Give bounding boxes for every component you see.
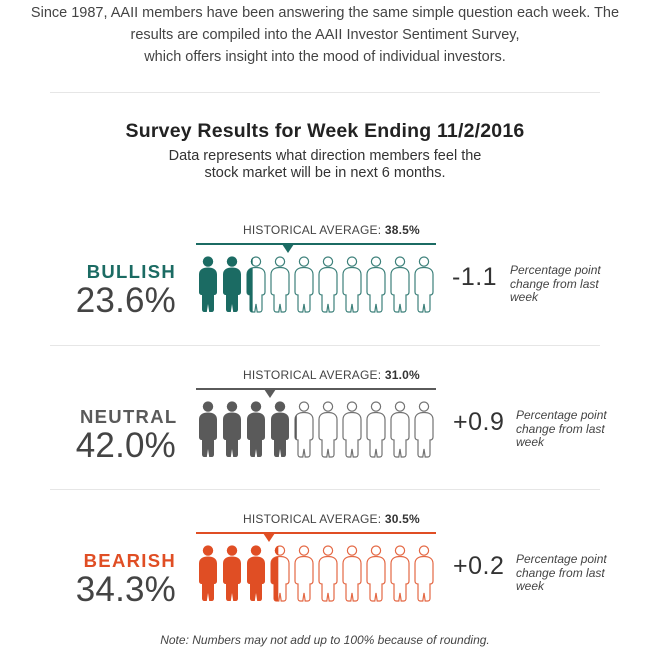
- change-note: Percentage point change from last week: [516, 408, 607, 449]
- historical-average-marker: [282, 244, 295, 253]
- person-icon: [390, 545, 410, 602]
- sentiment-section-neutral: HISTORICAL AVERAGE: 31.0% NEUTRAL 42.0% …: [0, 368, 650, 508]
- intro-line: which offers insight into the mood of in…: [144, 49, 506, 65]
- person-icon: [318, 545, 338, 602]
- historical-average-label: HISTORICAL AVERAGE: 38.5%: [243, 223, 420, 237]
- historical-average-value: 30.5%: [384, 512, 420, 526]
- person-icon: [294, 256, 314, 313]
- person-icon: [366, 256, 386, 313]
- subtitle-line: stock market will be in next 6 months.: [204, 165, 446, 181]
- person-icon: [390, 256, 410, 313]
- person-icon: [223, 545, 241, 601]
- person-icon: [247, 401, 265, 457]
- historical-average-line: [196, 388, 436, 390]
- person-icon: [318, 256, 338, 313]
- change-note: Percentage point change from last week: [510, 263, 601, 304]
- survey-subtitle: Data represents what direction members f…: [0, 148, 650, 182]
- footnote: Note: Numbers may not add up to 100% bec…: [160, 633, 490, 647]
- person-icon: [414, 545, 434, 602]
- person-icon: [342, 401, 362, 458]
- divider: [50, 92, 600, 93]
- person-icon: [247, 545, 265, 601]
- category-label: BEARISH: [83, 550, 176, 571]
- person-figures: [196, 256, 436, 318]
- historical-average-line: [196, 532, 436, 534]
- historical-average-marker: [264, 389, 277, 398]
- survey-title: Survey Results for Week Ending 11/2/2016: [125, 120, 525, 142]
- historical-average-marker: [263, 533, 276, 542]
- person-figures: [196, 545, 436, 607]
- change-value: -1.1: [452, 263, 498, 291]
- person-icon: [414, 401, 434, 458]
- historical-average-label: HISTORICAL AVERAGE: 30.5%: [243, 512, 420, 526]
- person-icon: [223, 256, 241, 312]
- person-icon: [270, 545, 290, 602]
- historical-average-value: 38.5%: [384, 223, 420, 237]
- person-icon: [342, 256, 362, 313]
- person-icon: [199, 401, 217, 457]
- historical-average-label: HISTORICAL AVERAGE: 31.0%: [243, 368, 420, 382]
- person-figures: [196, 401, 436, 463]
- person-icon: [366, 401, 386, 458]
- sentiment-section-bearish: HISTORICAL AVERAGE: 30.5% BEARISH 34.3% …: [0, 512, 650, 652]
- section-divider: [50, 489, 600, 490]
- person-icon: [414, 256, 434, 313]
- category-percent: 34.3%: [75, 570, 176, 609]
- person-icon: [199, 545, 217, 601]
- person-icon: [366, 545, 386, 602]
- person-icon: [270, 256, 290, 313]
- historical-average-value: 31.0%: [384, 368, 420, 382]
- category-label: BULLISH: [86, 261, 176, 282]
- person-icon: [271, 401, 289, 457]
- category-label: NEUTRAL: [80, 406, 178, 427]
- person-icon: [390, 401, 410, 458]
- intro-line: results are compiled into the AAII Inves…: [130, 27, 520, 43]
- sentiment-section-bullish: HISTORICAL AVERAGE: 38.5% BULLISH 23.6% …: [0, 223, 650, 363]
- person-icon: [294, 545, 314, 602]
- intro-text: Since 1987, AAII members have been answe…: [0, 2, 650, 68]
- person-icon: [199, 256, 217, 312]
- change-value: +0.2: [453, 552, 505, 580]
- category-percent: 23.6%: [75, 281, 176, 320]
- person-icon: [318, 401, 338, 458]
- change-note: Percentage point change from last week: [516, 552, 607, 593]
- person-icon: [223, 401, 241, 457]
- intro-line: Since 1987, AAII members have been answe…: [30, 5, 620, 21]
- change-value: +0.9: [453, 408, 505, 436]
- person-icon: [342, 545, 362, 602]
- category-percent: 42.0%: [75, 426, 176, 465]
- person-icon: [294, 401, 314, 458]
- historical-average-line: [196, 243, 436, 245]
- subtitle-line: Data represents what direction members f…: [168, 148, 482, 164]
- person-icon: [246, 256, 266, 313]
- section-divider: [50, 345, 600, 346]
